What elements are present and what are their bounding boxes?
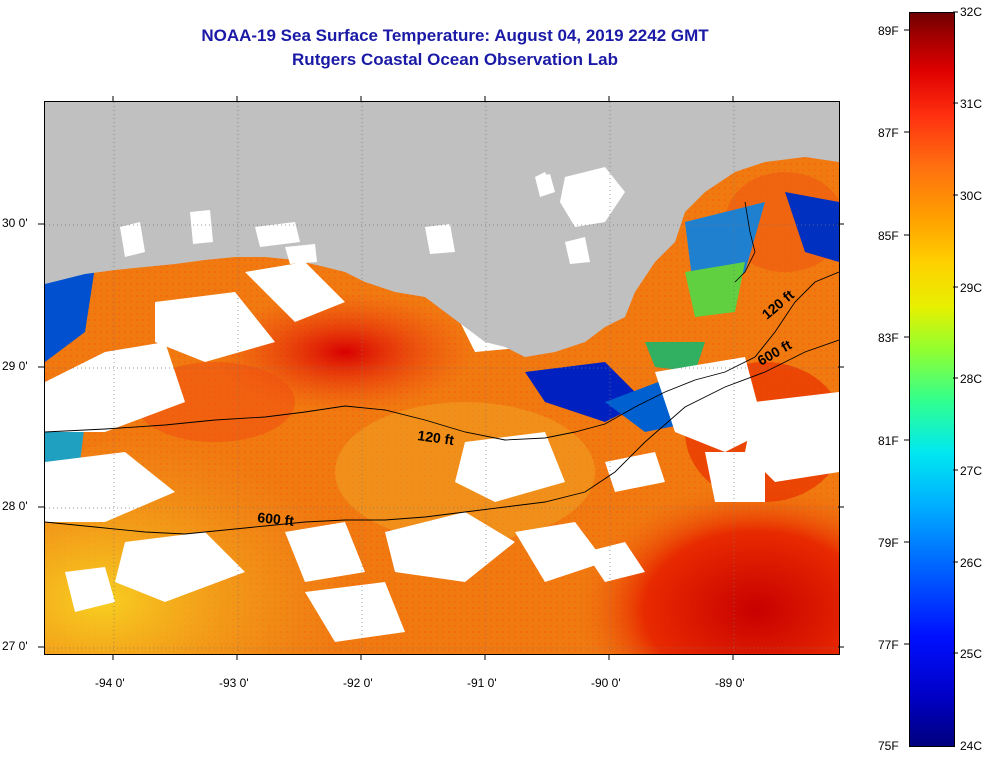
x-axis-label: -90 0': [591, 676, 621, 690]
sst-map: 120 ft 600 ft 120 ft 600 ft: [44, 101, 840, 655]
colorbar-c-label: 27C: [960, 464, 983, 478]
colorbar-f-label: 79F: [878, 536, 899, 550]
y-axis-label: 28 0': [2, 499, 28, 513]
colorbar-c-label: 25C: [960, 647, 983, 661]
colorbar-f-label: 77F: [878, 638, 899, 652]
colorbar-f-label: 85F: [878, 229, 899, 243]
y-axis-label: 29 0': [2, 359, 28, 373]
colorbar-f-label: 75F: [878, 739, 899, 753]
colorbar-f-label: 81F: [878, 434, 899, 448]
contour-120ft: [45, 271, 839, 441]
x-axis-label: -92 0': [343, 676, 373, 690]
grid-lines: [45, 102, 839, 654]
colorbar-f-label: 83F: [878, 331, 899, 345]
colorbar-c-label: 31C: [960, 97, 983, 111]
colorbar-c-label: 32C: [960, 5, 983, 19]
contour-600ft: [45, 339, 839, 535]
contour-east: [734, 201, 756, 283]
y-axis-label: 30 0': [2, 216, 28, 230]
colorbar-c-label: 26C: [960, 556, 983, 570]
sst-map-image: 120 ft 600 ft 120 ft 600 ft: [45, 102, 839, 654]
contour-label-120-center: 120 ft: [417, 427, 456, 448]
colorbar-f-label: 87F: [878, 126, 899, 140]
y-axis-label: 27 0': [2, 639, 28, 653]
x-axis-label: -89 0': [715, 676, 745, 690]
colorbar-c-label: 29C: [960, 281, 983, 295]
colorbar-c-label: 30C: [960, 189, 983, 203]
colorbar-c-label: 24C: [960, 739, 983, 753]
title-line-2: Rutgers Coastal Ocean Observation Lab: [292, 50, 618, 69]
colorbar-f-label: 89F: [878, 24, 899, 38]
inland-lakes: [120, 167, 625, 264]
x-axis-label: -93 0': [219, 676, 249, 690]
title-line-1: NOAA-19 Sea Surface Temperature: August …: [201, 26, 709, 45]
x-axis-label: -91 0': [467, 676, 497, 690]
colorbar-c-label: 28C: [960, 372, 983, 386]
axis-ticks: [38, 96, 844, 660]
contour-label-600-center: 600 ft: [257, 509, 295, 529]
x-axis-label: -94 0': [95, 676, 125, 690]
temperature-colorbar: [909, 12, 955, 747]
colorbar-ticks: [904, 11, 958, 654]
